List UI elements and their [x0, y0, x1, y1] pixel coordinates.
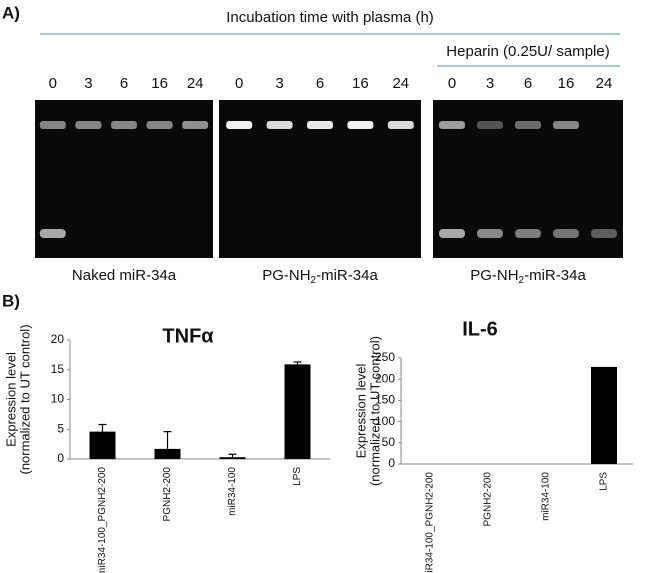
- lane-label: 24: [392, 75, 409, 92]
- gel-band: [111, 121, 137, 129]
- gel-caption: PG-NH2-miR-34a: [262, 267, 378, 286]
- bar: [154, 448, 181, 459]
- lane-label: 16: [151, 75, 168, 92]
- x-tick-label: miR34-100: [541, 472, 552, 521]
- bar: [591, 366, 617, 464]
- caption-part: -miR-34a: [316, 267, 378, 284]
- y-axis-label: (normalized to UT control): [17, 324, 32, 474]
- x-tick-label: miR34-100_PGNH2-200: [425, 472, 436, 573]
- lane-label: 16: [352, 75, 369, 92]
- y-axis-label: Expression level: [3, 352, 18, 447]
- y-tick-label: 200: [375, 371, 395, 385]
- y-tick-label: 0: [57, 451, 64, 465]
- lane-label: 6: [524, 75, 532, 92]
- gel-band: [39, 121, 66, 129]
- lane-label: 3: [275, 75, 283, 92]
- lane-label: 16: [558, 75, 575, 92]
- gel-band: [553, 121, 579, 129]
- panel-title: Incubation time with plasma (h): [226, 9, 434, 26]
- x-tick-label: PGNH2-200: [162, 467, 173, 522]
- bar: [219, 457, 246, 459]
- gel-band: [591, 229, 617, 238]
- y-tick-label: 15: [51, 362, 65, 376]
- gel-band: [553, 229, 579, 238]
- x-tick-label: PGNH2-200: [483, 472, 494, 527]
- bar: [89, 431, 116, 459]
- chart-title: TNFα: [162, 325, 214, 347]
- gel-caption: Naked miR-34a: [72, 267, 177, 284]
- panel-label: B): [2, 291, 20, 310]
- gel-band: [439, 121, 465, 129]
- chart-title: IL-6: [462, 318, 498, 340]
- x-tick-label: miR34-100_PGNH2-200: [97, 467, 108, 573]
- bar: [284, 364, 311, 459]
- x-tick-label: LPS: [599, 472, 610, 491]
- y-tick-label: 5: [57, 421, 64, 435]
- y-axis-label: (normalized to UT control): [367, 336, 382, 486]
- caption-part: 2: [311, 275, 317, 286]
- gel-band: [515, 229, 541, 238]
- gel-band: [146, 121, 173, 129]
- y-tick-label: 150: [375, 393, 395, 407]
- y-tick-label: 50: [382, 435, 396, 449]
- gel-band: [347, 121, 374, 129]
- y-tick-label: 20: [51, 332, 65, 346]
- gel-band: [387, 121, 414, 129]
- panel-label: A): [2, 3, 20, 22]
- y-tick-label: 100: [375, 414, 395, 428]
- y-tick-label: 250: [375, 350, 395, 364]
- lane-label: 3: [84, 75, 92, 92]
- caption-part: PG-NH: [262, 267, 310, 284]
- gel-band: [515, 121, 541, 129]
- heparin-label: Heparin (0.25U/ sample): [446, 43, 609, 60]
- y-tick-label: 0: [388, 456, 395, 470]
- lane-label: 0: [448, 75, 456, 92]
- gel-band: [266, 121, 293, 129]
- gel-band: [477, 229, 503, 238]
- lane-label: 24: [187, 75, 204, 92]
- lane-label: 0: [49, 75, 57, 92]
- gel-band: [182, 121, 209, 129]
- lane-label: 6: [316, 75, 324, 92]
- lane-label: 0: [235, 75, 243, 92]
- x-tick-label: miR34-100: [227, 467, 238, 516]
- gel-band: [226, 121, 253, 129]
- gel-band: [439, 229, 465, 238]
- lane-label: 6: [120, 75, 128, 92]
- gel-band: [75, 121, 102, 129]
- caption-part: 2: [519, 275, 525, 286]
- x-tick-label: LPS: [292, 467, 303, 486]
- gel-band: [307, 121, 333, 129]
- caption-part: Naked miR-34a: [72, 267, 177, 284]
- y-axis-label: Expression level: [353, 364, 368, 459]
- lane-label: 3: [486, 75, 494, 92]
- gel-band: [477, 121, 503, 129]
- caption-part: PG-NH: [470, 267, 518, 284]
- y-tick-label: 10: [51, 392, 65, 406]
- gel-caption: PG-NH2-miR-34a: [470, 267, 586, 286]
- lane-label: 24: [596, 75, 613, 92]
- caption-part: -miR-34a: [524, 267, 586, 284]
- gel-band: [39, 229, 66, 238]
